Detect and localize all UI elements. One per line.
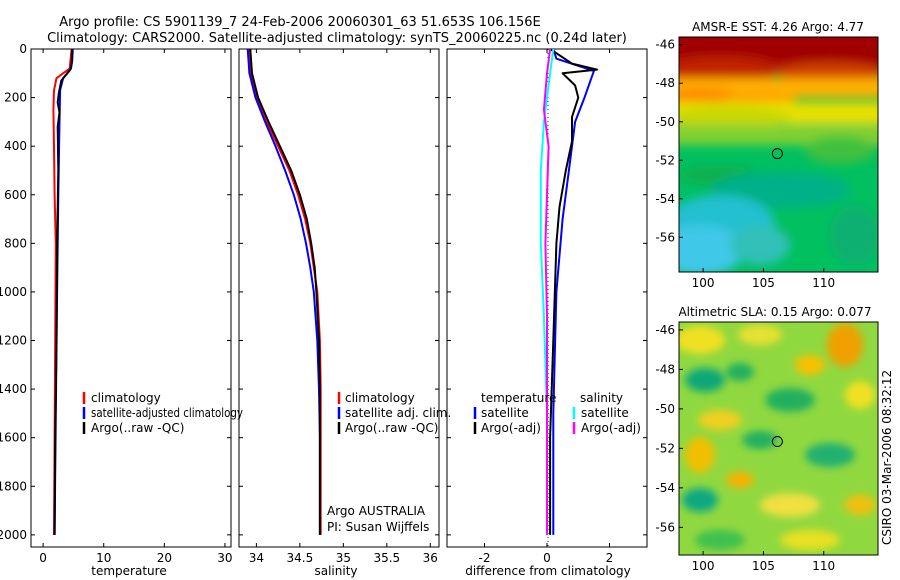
figure-title-line2: Climatology: CARS2000. Satellite-adjuste…	[47, 31, 627, 46]
legend-label-climatology: climatology	[345, 391, 415, 405]
x-tick-label: 0	[543, 551, 551, 565]
sla-map-title: Altimetric SLA: 0.15 Argo: 0.077	[678, 305, 871, 319]
salinity-xlabel: salinity	[314, 564, 357, 578]
sla-map-axes: 100 105 110 -46 -48 -50 -52 -54 -56	[655, 323, 835, 573]
map-y-tick-label: -54	[655, 481, 675, 495]
legend-label-sal-satellite: satellite	[581, 406, 629, 420]
series-line-climatology	[247, 49, 322, 535]
temperature-panel-frame	[30, 48, 232, 548]
x-tick-label: 10	[96, 551, 111, 565]
map-y-tick-label: -48	[655, 76, 675, 90]
annotation-pi: PI: Susan Wijffels	[327, 520, 429, 534]
sla-map-frame	[678, 321, 879, 556]
y-tick-label: 0	[19, 42, 27, 56]
x-tick-label: 30	[217, 551, 232, 565]
y-tick-label: 800	[4, 236, 27, 250]
map-y-tick-label: -50	[655, 402, 675, 416]
legend-label-temp-argo: Argo(-adj)	[481, 421, 541, 435]
map-x-tick-label: 105	[752, 559, 775, 573]
x-tick-label: 0	[39, 551, 47, 565]
y-tick-label: 1400	[0, 382, 27, 396]
y-tick-label: 1000	[0, 285, 27, 299]
figure-title-line1: Argo profile: CS 5901139_7 24-Feb-2006 2…	[59, 15, 541, 30]
temperature-lines	[52, 49, 74, 535]
sst-map-title: AMSR-E SST: 4.26 Argo: 4.77	[692, 20, 864, 34]
legend-title-temperature: temperature	[481, 391, 556, 405]
legend-label-satellite: satellite adj. clim.	[345, 406, 451, 420]
legend-label-sal-argo: Argo(-adj)	[581, 421, 641, 435]
sst-argo-location-marker	[771, 148, 783, 160]
y-tick-label: 200	[4, 91, 27, 105]
temperature-xlabel: temperature	[91, 564, 166, 578]
series-line-argo-raw-qc-	[249, 49, 321, 535]
x-tick-label: 35	[336, 551, 351, 565]
map-y-tick-label: -52	[655, 153, 675, 167]
difference-legend: temperature salinity satellite Argo(-adj…	[473, 391, 641, 435]
x-tick-label: 35.5	[373, 551, 400, 565]
series-line-argo-raw-qc-	[53, 49, 74, 535]
y-tick-label: 600	[4, 188, 27, 202]
x-tick-label: 20	[157, 551, 172, 565]
difference-axes: -2 0 2	[447, 48, 647, 565]
salinity-lines	[246, 49, 322, 535]
map-x-tick-label: 110	[812, 559, 835, 573]
x-tick-label: 2	[606, 551, 614, 565]
salinity-axes: 34 34.5 35 35.5 36	[239, 48, 439, 565]
x-tick-label: 34	[249, 551, 264, 565]
legend-label-argo: Argo(..raw -QC)	[345, 421, 438, 435]
sla-map-field	[679, 322, 878, 555]
map-x-tick-label: 105	[752, 276, 775, 290]
map-y-tick-label: -56	[655, 230, 675, 244]
map-y-tick-label: -56	[655, 520, 675, 534]
y-tick-label: 1800	[0, 479, 27, 493]
series-line-salinity-argo-adj-	[542, 49, 552, 535]
legend-label-argo: Argo(..raw -QC)	[91, 421, 184, 435]
legend-label-temp-satellite: satellite	[481, 406, 529, 420]
y-tick-label: 1200	[0, 334, 27, 348]
y-tick-label: 2000	[0, 528, 27, 542]
sst-map-frame	[678, 36, 879, 273]
temperature-axes: 0 10 20 30 0 200 400 600 800 1000 1200 1400 1600 1800…	[0, 42, 233, 565]
x-tick-label: 36	[423, 551, 438, 565]
map-y-tick-label: -48	[655, 362, 675, 376]
difference-lines	[539, 49, 598, 535]
map-x-tick-label: 100	[692, 276, 715, 290]
footer-timestamp: CSIRO 03-Mar-2006 08:32:12	[880, 370, 894, 545]
y-tick-label: 1600	[0, 431, 27, 445]
salinity-panel-frame	[238, 48, 440, 548]
legend-label-climatology: climatology	[91, 391, 161, 405]
map-x-tick-label: 100	[692, 559, 715, 573]
y-tick-label: 400	[4, 139, 27, 153]
map-y-tick-label: -46	[655, 323, 675, 337]
legend-title-salinity: salinity	[580, 391, 623, 405]
series-line-temperature-argo-adj-	[549, 49, 598, 535]
map-y-tick-label: -54	[655, 192, 675, 206]
temperature-legend: climatology satellite-adjusted climatolo…	[82, 391, 243, 435]
difference-xlabel: difference from climatology	[465, 564, 631, 578]
map-y-tick-label: -50	[655, 115, 675, 129]
map-y-tick-label: -52	[655, 441, 675, 455]
series-line-temperature-satellite	[552, 49, 595, 535]
map-x-tick-label: 110	[812, 276, 835, 290]
sst-map-axes: 100 105 110 -46 -48 -50 -52 -54 -56	[655, 38, 835, 290]
x-tick-label: -2	[479, 551, 491, 565]
series-line-satellite-adj-clim-	[246, 49, 321, 535]
legend-label-satellite: satellite-adjusted climatology	[91, 406, 243, 420]
x-tick-label: 34.5	[287, 551, 314, 565]
annotation-argo-australia: Argo AUSTRALIA	[327, 504, 426, 518]
sla-argo-location-marker	[771, 436, 783, 448]
salinity-legend: climatology satellite adj. clim. Argo(..…	[327, 391, 451, 534]
sst-map-field	[679, 37, 878, 272]
map-y-tick-label: -46	[655, 38, 675, 52]
